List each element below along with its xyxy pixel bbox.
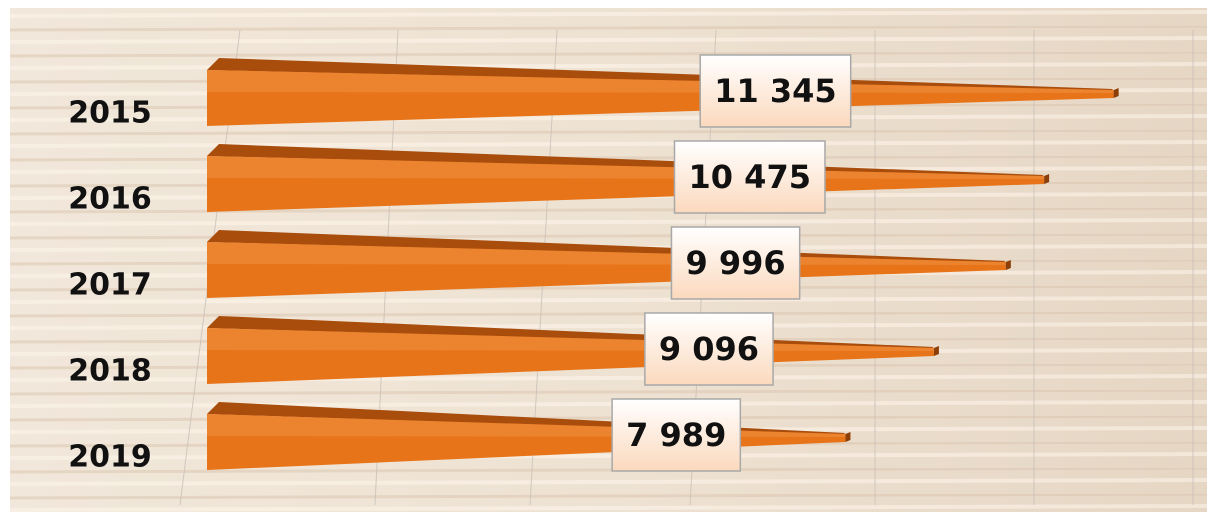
value-label: 7 989 xyxy=(626,416,726,454)
bar-side xyxy=(1005,260,1011,270)
value-label: 9 096 xyxy=(659,330,759,368)
value-label-box xyxy=(670,226,801,300)
y-tick-label: 2018 xyxy=(68,354,152,389)
bar-top xyxy=(207,58,1114,91)
bar-side xyxy=(1044,174,1050,184)
value-label-box xyxy=(673,140,826,214)
value-label-box xyxy=(611,398,742,472)
bar xyxy=(207,242,1006,298)
bar-shade xyxy=(207,156,1045,179)
y-tick-label: 2019 xyxy=(68,440,152,475)
bar xyxy=(207,70,1114,126)
y-tick-label: 2016 xyxy=(68,182,152,217)
bar-side xyxy=(845,432,851,442)
value-label: 11 345 xyxy=(714,72,836,110)
bar-top xyxy=(207,144,1045,177)
y-tick-label: 2017 xyxy=(68,268,152,303)
bar-top xyxy=(207,230,1006,263)
value-label: 10 475 xyxy=(689,158,811,196)
value-label-box xyxy=(699,54,852,128)
bar xyxy=(207,414,846,470)
value-label-box xyxy=(644,312,774,386)
bar-side xyxy=(933,346,939,356)
bar-side xyxy=(1113,88,1119,98)
y-tick-label: 2015 xyxy=(68,96,152,131)
bar-shade xyxy=(207,70,1114,93)
bar xyxy=(207,156,1045,212)
bar xyxy=(207,328,934,384)
bar-shade xyxy=(207,242,1006,265)
value-label: 9 996 xyxy=(685,244,785,282)
